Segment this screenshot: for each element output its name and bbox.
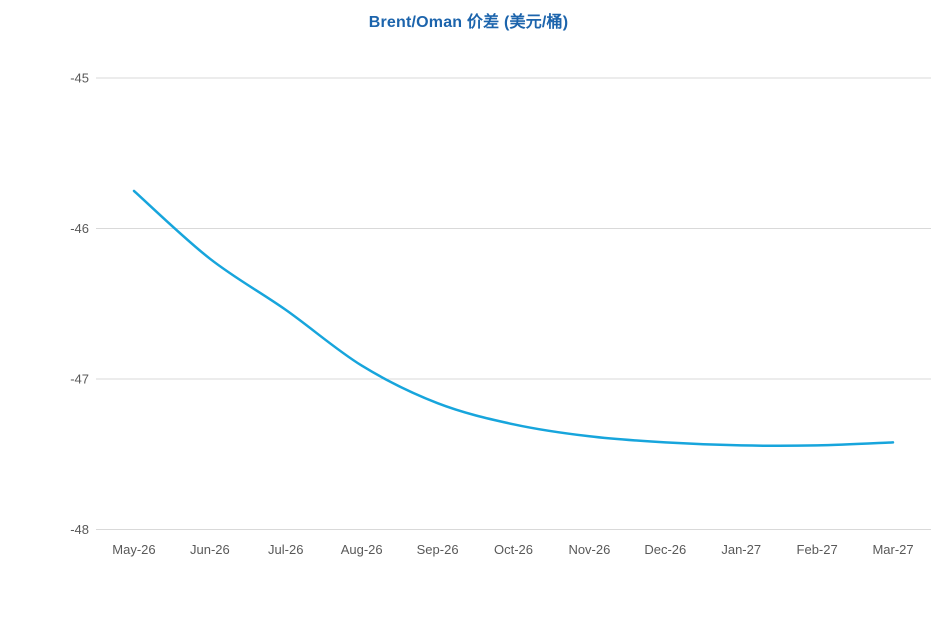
x-axis-tick-label: Feb-27 [797,542,838,557]
x-axis-tick-label: May-26 [112,542,155,557]
x-axis-tick-label: Oct-26 [494,542,533,557]
x-axis-tick-label: Dec-26 [644,542,686,557]
x-axis-tick-label: Mar-27 [872,542,913,557]
x-axis-tick-label: Jul-26 [268,542,303,557]
data-series-line [132,189,895,448]
x-axis-tick-label: Aug-26 [341,542,383,557]
x-axis-tick-label: Jun-26 [190,542,230,557]
x-axis-tick-label: Jan-27 [721,542,761,557]
y-axis-tick-label: -47 [70,372,89,387]
x-axis-tick-label: Nov-26 [568,542,610,557]
y-axis-tick-label: -46 [70,221,89,236]
y-axis-tick-label: -45 [70,71,89,86]
x-axis-tick-label: Sep-26 [417,542,459,557]
chart-title: Brent/Oman 价差 (美元/桶) [368,14,569,31]
y-axis-tick-label: -48 [70,522,89,537]
